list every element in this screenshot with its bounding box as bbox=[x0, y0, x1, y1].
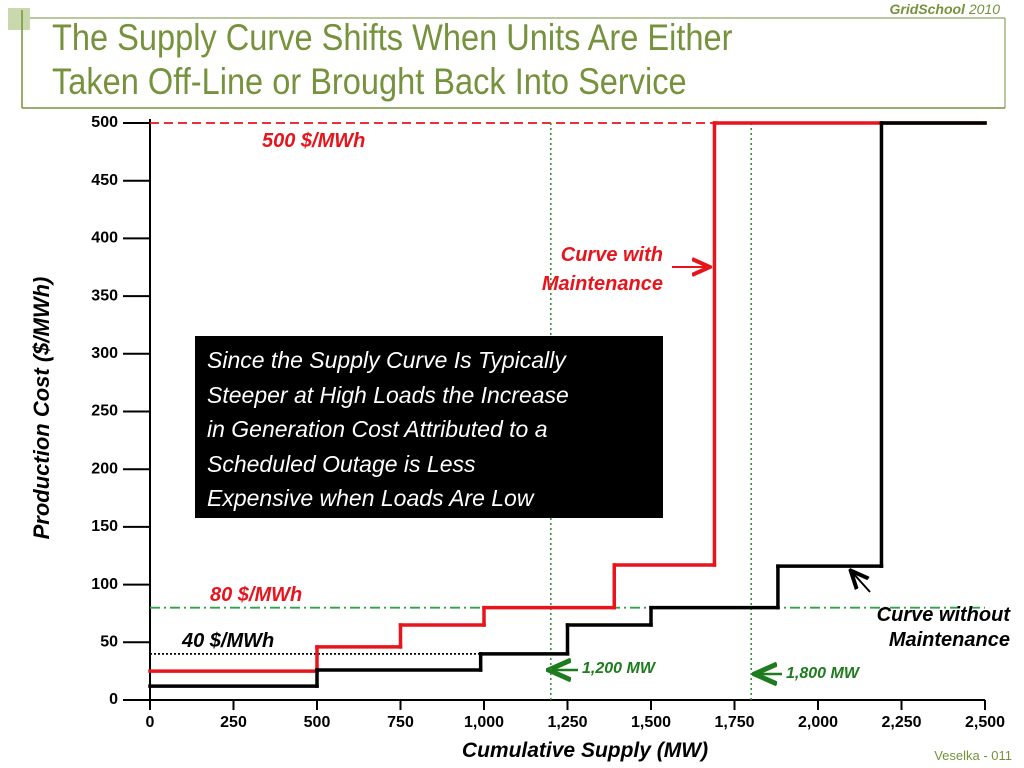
y-axis-title: Production Cost ($/MWh) bbox=[29, 276, 54, 540]
note-line: in Generation Cost Attributed to a bbox=[207, 416, 548, 442]
title-line: Taken Off-Line or Brought Back Into Serv… bbox=[52, 61, 687, 102]
h-line-label: 500 $/MWh bbox=[262, 130, 366, 152]
y-tick-label: 150 bbox=[91, 518, 118, 535]
y-tick-label: 50 bbox=[100, 634, 118, 651]
x-tick-label: 2,250 bbox=[881, 714, 921, 731]
y-tick-label: 100 bbox=[91, 576, 118, 593]
series-label: Curve without Maintenance bbox=[876, 604, 1010, 651]
y-tick-label: 500 bbox=[91, 114, 118, 131]
y-tick-label: 450 bbox=[91, 172, 118, 189]
x-tick-label: 1,500 bbox=[631, 714, 671, 731]
note-box: Since the Supply Curve Is Typically Stee… bbox=[195, 336, 663, 518]
x-tick-label: 1,000 bbox=[464, 714, 504, 731]
brand: GridSchool 2010 bbox=[890, 1, 1001, 17]
note-line: Scheduled Outage is Less bbox=[207, 450, 476, 477]
x-tick-label: 1,250 bbox=[547, 714, 587, 731]
footer: Veselka - 011 bbox=[934, 748, 1012, 763]
h-line-label: 40 $/MWh bbox=[182, 630, 275, 652]
note-line: Expensive when Loads Are Low bbox=[207, 485, 534, 511]
y-tick-label: 200 bbox=[91, 460, 118, 477]
y-tick-label: 0 bbox=[109, 691, 118, 708]
x-axis-title: Cumulative Supply (MW) bbox=[461, 739, 709, 762]
x-tick-label: 0 bbox=[146, 714, 155, 731]
x-tick-label: 500 bbox=[304, 714, 331, 731]
v-line-label: 1,800 MW bbox=[786, 665, 859, 682]
title-line: The Supply Curve Shifts When Units Are E… bbox=[52, 17, 733, 58]
x-tick-label: 750 bbox=[387, 714, 414, 731]
x-tick-label: 2,000 bbox=[798, 714, 838, 731]
arrow bbox=[852, 572, 871, 593]
corner-square bbox=[8, 8, 30, 30]
v-line-label: 1,200 MW bbox=[582, 660, 655, 677]
y-tick-label: 300 bbox=[91, 345, 118, 362]
brand-name: GridSchool bbox=[889, 1, 965, 17]
series-label: Curve with Maintenance bbox=[541, 244, 663, 295]
note-line: Steeper at High Loads the Increase bbox=[207, 381, 569, 408]
h-line-label: 80 $/MWh bbox=[210, 584, 303, 606]
x-tick-label: 250 bbox=[220, 714, 247, 731]
brand-year: 2010 bbox=[968, 1, 1000, 17]
y-tick-label: 400 bbox=[91, 230, 118, 247]
x-tick-label: 1,750 bbox=[714, 714, 754, 731]
x-tick-label: 2,500 bbox=[965, 714, 1005, 731]
y-tick-label: 250 bbox=[91, 403, 118, 420]
note-line: Since the Supply Curve Is Typically bbox=[207, 347, 566, 373]
y-tick-label: 350 bbox=[91, 287, 118, 304]
